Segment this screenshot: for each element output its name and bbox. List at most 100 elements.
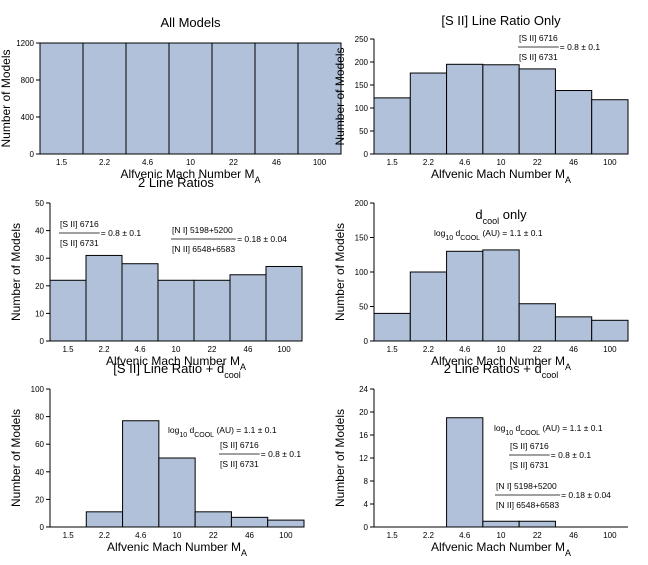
histogram-bar [230, 516, 269, 528]
panel-title: [S II] Line Ratio + dcool [113, 361, 240, 380]
x-axis-label: Alfvenic Mach Number MA [431, 540, 571, 558]
ratio-value: = 0.18 ± 0.04 [237, 234, 287, 244]
x-tick-label: 2.2 [423, 531, 435, 540]
y-tick-label: 0 [40, 337, 45, 346]
panel-6: 0 4 8 12 16 20 24 1.5 2.2 4.6 10 22 46 100 Alfvenic Ma… [333, 361, 628, 558]
histogram-bar [39, 42, 84, 155]
y-tick-label: 100 [355, 104, 369, 113]
ratio-numerator: [S II] 6716 [220, 440, 259, 450]
cooling-distance-annotation: log10 dCOOL (AU) = 1.1 ± 0.1 [168, 425, 277, 439]
x-axis-label: Alfvenic Mach Number MA [107, 540, 247, 558]
y-tick-label: 16 [359, 431, 368, 440]
histogram-bar [85, 511, 124, 528]
x-axis-label: Alfvenic Mach Number MA [431, 354, 571, 372]
x-tick-label: 46 [569, 158, 578, 167]
panel-title: All Models [161, 15, 221, 30]
x-tick-label: 10 [173, 531, 182, 540]
histogram-bar [229, 274, 267, 342]
x-tick-label: 4.6 [142, 158, 154, 167]
x-tick-label: 2.2 [99, 531, 111, 540]
panel-title: dcool only [475, 207, 527, 226]
histogram-bar [591, 99, 629, 155]
x-tick-label: 100 [279, 531, 293, 540]
y-tick-label: 0 [364, 523, 369, 532]
y-tick-label: 40 [35, 227, 44, 236]
histogram-bar [211, 42, 256, 155]
histogram-bar [482, 520, 520, 528]
histogram-bar [482, 64, 520, 155]
x-tick-label: 46 [245, 531, 254, 540]
x-tick-label: 10 [497, 345, 506, 354]
histogram-bar [518, 303, 556, 342]
x-tick-label: 4.6 [459, 531, 471, 540]
y-tick-label: 40 [35, 468, 44, 477]
y-axis-label: Number of Models [333, 223, 347, 321]
x-tick-label: 1.5 [387, 158, 399, 167]
histogram-bar [85, 254, 123, 342]
histogram-bar [193, 279, 231, 342]
panel-1: 0 400 800 1200 1.5 2.2 4.6 10 22 46 100 Alfvenic Ma… [0, 15, 342, 185]
y-axis-label: Number of Models [333, 47, 347, 145]
ratio-value: = 0.18 ± 0.04 [561, 490, 611, 500]
y-tick-label: 150 [355, 234, 369, 243]
x-tick-label: 1.5 [387, 345, 399, 354]
histogram-bar [554, 90, 593, 155]
panel-title: [S II] Line Ratio Only [441, 13, 561, 28]
histogram-bar [591, 319, 629, 342]
y-tick-label: 100 [31, 385, 45, 394]
y-tick-label: 1200 [16, 39, 34, 48]
ratio-denominator: [S II] 6731 [220, 459, 259, 469]
y-tick-label: 24 [359, 385, 368, 394]
histogram-bar [554, 316, 593, 342]
y-axis-label: Number of Models [9, 409, 23, 507]
y-tick-label: 0 [364, 337, 369, 346]
y-tick-label: 0 [30, 150, 35, 159]
y-tick-label: 200 [355, 199, 369, 208]
ratio-numerator: [N I] 5198+5200 [172, 225, 233, 235]
x-tick-label: 22 [533, 345, 542, 354]
line-ratio-annotation: [S II] 6716 [S II] 6731= 0.8 ± 0.1 [509, 441, 591, 470]
x-tick-label: 2.2 [423, 158, 435, 167]
x-axis-label: Alfvenic Mach Number MA [106, 354, 246, 372]
histogram-bar [446, 417, 484, 528]
y-axis-label: Number of Models [0, 49, 13, 147]
x-tick-label: 22 [229, 158, 238, 167]
y-tick-label: 10 [35, 309, 44, 318]
x-tick-label: 22 [208, 345, 217, 354]
histogram-bar [168, 42, 213, 155]
ratio-denominator: [N II] 6548+6583 [496, 500, 559, 510]
y-tick-label: 400 [21, 113, 35, 122]
y-tick-label: 8 [364, 477, 369, 486]
y-tick-label: 80 [35, 413, 44, 422]
histogram-bar [446, 63, 484, 155]
y-tick-label: 100 [355, 268, 369, 277]
y-tick-label: 0 [364, 150, 369, 159]
x-tick-label: 4.6 [134, 345, 146, 354]
histogram-bar [518, 68, 556, 155]
ratio-value: = 0.8 ± 0.1 [101, 228, 142, 238]
histogram-bar [482, 249, 520, 342]
ratio-value: = 0.8 ± 0.1 [261, 449, 302, 459]
x-tick-label: 46 [244, 345, 253, 354]
x-axis-label: Alfvenic Mach Number MA [120, 167, 260, 185]
line-ratio-annotation: [N I] 5198+5200 [N II] 6548+6583= 0.18 ± … [171, 225, 287, 254]
ratio-numerator: [S II] 6716 [60, 219, 99, 229]
histogram-bar [373, 97, 411, 155]
histogram-bar [49, 279, 87, 342]
histogram-bar [82, 42, 127, 155]
y-tick-label: 50 [35, 199, 44, 208]
x-tick-label: 2.2 [423, 345, 435, 354]
histogram-bar [157, 279, 195, 342]
y-tick-label: 250 [355, 35, 369, 44]
x-tick-label: 22 [533, 531, 542, 540]
x-tick-label: 100 [603, 158, 617, 167]
x-tick-label: 1.5 [62, 345, 74, 354]
cooling-distance-annotation: log10 dCOOL (AU) = 1.1 ± 0.1 [494, 423, 603, 437]
ratio-denominator: [N II] 6548+6583 [172, 244, 235, 254]
ratio-value: = 0.8 ± 0.1 [560, 42, 601, 52]
histogram-bar [297, 42, 342, 155]
x-tick-label: 4.6 [459, 158, 471, 167]
line-ratio-annotation: [S II] 6716 [S II] 6731= 0.8 ± 0.1 [59, 219, 141, 248]
ratio-numerator: [S II] 6716 [519, 33, 558, 43]
